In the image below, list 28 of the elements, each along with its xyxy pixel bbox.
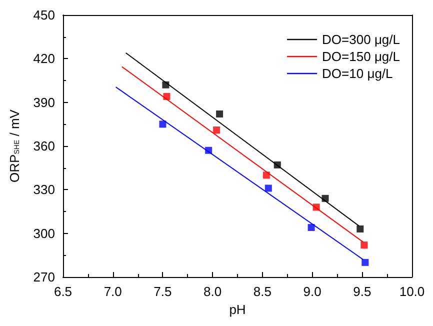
y-tick-label: 390 [33, 94, 55, 110]
y-tick-label: 450 [33, 8, 55, 22]
point [362, 258, 369, 266]
point [264, 184, 272, 192]
y-tick-label: 300 [33, 226, 55, 241]
legend-label: DO=10 μg/L [322, 66, 393, 81]
x-tick-label: 8.0 [204, 284, 222, 299]
point [213, 126, 220, 134]
x-tick-label: 7.5 [154, 284, 172, 299]
point [262, 172, 270, 179]
x-tick-label: 6.5 [54, 284, 72, 299]
point [159, 120, 166, 128]
x-tick-label: 7.0 [104, 284, 122, 299]
point [216, 110, 224, 118]
point [360, 241, 368, 248]
x-tick-label: 8.5 [253, 284, 272, 299]
legend-label: DO=150 μg/L [322, 49, 400, 64]
x-axis-title: pH [229, 302, 246, 317]
x-tick-label: 9.5 [353, 284, 372, 299]
y-tick-label: 270 [33, 270, 55, 284]
x-tick-label: 9.0 [303, 284, 322, 299]
y-tick-label: 330 [33, 182, 55, 198]
y-tick-label: 360 [33, 138, 55, 154]
x-tick-label: 10.0 [399, 284, 425, 299]
point [356, 225, 364, 232]
y-tick-label: 420 [33, 51, 55, 66]
legend-label: DO=300 μg/L [322, 32, 400, 47]
point [308, 224, 315, 232]
